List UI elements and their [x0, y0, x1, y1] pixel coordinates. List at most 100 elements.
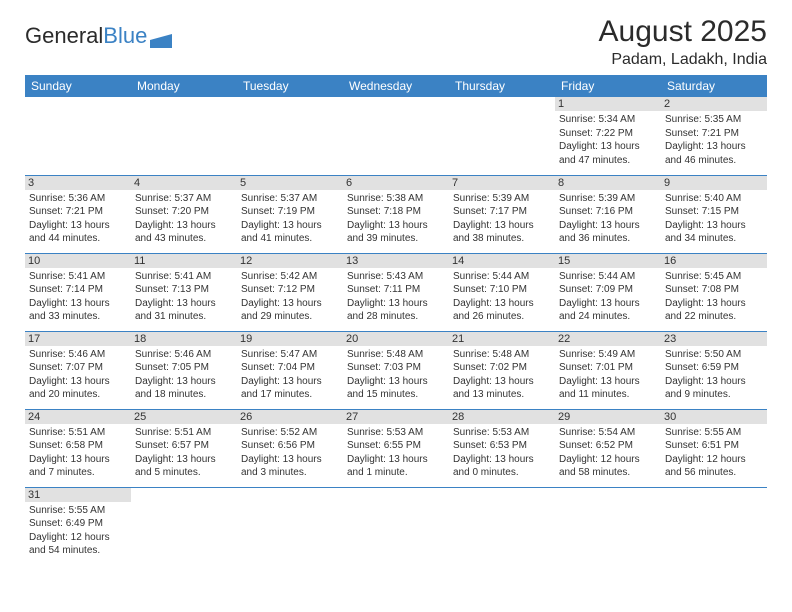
calendar-cell: [449, 487, 555, 565]
calendar-cell: 26 Sunrise: 5:52 AMSunset: 6:56 PMDayligh…: [237, 409, 343, 487]
day-number: 12: [237, 254, 343, 268]
day-number: 16: [661, 254, 767, 268]
calendar-cell: 20 Sunrise: 5:48 AMSunset: 7:03 PMDayligh…: [343, 331, 449, 409]
calendar-cell: [131, 487, 237, 565]
calendar-cell: 27 Sunrise: 5:53 AMSunset: 6:55 PMDayligh…: [343, 409, 449, 487]
day-number: 28: [449, 410, 555, 424]
day-info: Sunrise: 5:53 AMSunset: 6:53 PMDaylight:…: [453, 426, 551, 480]
calendar-row: 31 Sunrise: 5:55 AMSunset: 6:49 PMDayligh…: [25, 487, 767, 565]
day-number: 8: [555, 176, 661, 190]
day-info: Sunrise: 5:46 AMSunset: 7:05 PMDaylight:…: [135, 348, 233, 402]
day-number: 20: [343, 332, 449, 346]
day-number: 10: [25, 254, 131, 268]
day-number: 5: [237, 176, 343, 190]
calendar-cell: 17 Sunrise: 5:46 AMSunset: 7:07 PMDayligh…: [25, 331, 131, 409]
logo-flag-icon: [150, 28, 172, 42]
day-number: 22: [555, 332, 661, 346]
calendar-cell: 4 Sunrise: 5:37 AMSunset: 7:20 PMDaylight…: [131, 175, 237, 253]
calendar-cell: [555, 487, 661, 565]
month-title: August 2025: [599, 15, 767, 49]
day-info: Sunrise: 5:50 AMSunset: 6:59 PMDaylight:…: [665, 348, 763, 402]
weekday-header: Wednesday: [343, 75, 449, 97]
calendar-row: 1Sunrise: 5:34 AMSunset: 7:22 PMDaylight…: [25, 97, 767, 175]
day-number: 2: [661, 97, 767, 111]
calendar-cell: 12 Sunrise: 5:42 AMSunset: 7:12 PMDayligh…: [237, 253, 343, 331]
day-info: Sunrise: 5:35 AMSunset: 7:21 PMDaylight:…: [665, 113, 763, 167]
calendar-cell: 2 Sunrise: 5:35 AMSunset: 7:21 PMDaylight…: [661, 97, 767, 175]
day-number: 13: [343, 254, 449, 268]
page-header: GeneralBlue August 2025 Padam, Ladakh, I…: [25, 15, 767, 69]
calendar-cell: 9Sunrise: 5:40 AMSunset: 7:15 PMDaylight…: [661, 175, 767, 253]
calendar-cell: 8Sunrise: 5:39 AMSunset: 7:16 PMDaylight…: [555, 175, 661, 253]
day-info: Sunrise: 5:53 AMSunset: 6:55 PMDaylight:…: [347, 426, 445, 480]
calendar-cell: 16 Sunrise: 5:45 AMSunset: 7:08 PMDayligh…: [661, 253, 767, 331]
day-number: 18: [131, 332, 237, 346]
day-info: Sunrise: 5:43 AMSunset: 7:11 PMDaylight:…: [347, 270, 445, 324]
day-info: Sunrise: 5:41 AMSunset: 7:13 PMDaylight:…: [135, 270, 233, 324]
day-number: 24: [25, 410, 131, 424]
weekday-header: Monday: [131, 75, 237, 97]
day-info: Sunrise: 5:52 AMSunset: 6:56 PMDaylight:…: [241, 426, 339, 480]
calendar-cell: 6Sunrise: 5:38 AMSunset: 7:18 PMDaylight…: [343, 175, 449, 253]
day-number: 29: [555, 410, 661, 424]
day-info: Sunrise: 5:55 AMSunset: 6:49 PMDaylight:…: [29, 504, 127, 558]
logo-text-2: Blue: [103, 23, 147, 49]
calendar-cell: 5 Sunrise: 5:37 AMSunset: 7:19 PMDaylight…: [237, 175, 343, 253]
day-info: Sunrise: 5:42 AMSunset: 7:12 PMDaylight:…: [241, 270, 339, 324]
title-block: August 2025 Padam, Ladakh, India: [599, 15, 767, 69]
day-number: 27: [343, 410, 449, 424]
day-info: Sunrise: 5:48 AMSunset: 7:03 PMDaylight:…: [347, 348, 445, 402]
calendar-cell: 10 Sunrise: 5:41 AMSunset: 7:14 PMDayligh…: [25, 253, 131, 331]
day-info: Sunrise: 5:39 AMSunset: 7:17 PMDaylight:…: [453, 192, 551, 246]
logo: GeneralBlue: [25, 23, 172, 49]
day-number: 23: [661, 332, 767, 346]
day-number: 19: [237, 332, 343, 346]
day-info: Sunrise: 5:37 AMSunset: 7:19 PMDaylight:…: [241, 192, 339, 246]
calendar-cell: 28 Sunrise: 5:53 AMSunset: 6:53 PMDayligh…: [449, 409, 555, 487]
day-number: 3: [25, 176, 131, 190]
calendar-cell: [343, 487, 449, 565]
day-info: Sunrise: 5:41 AMSunset: 7:14 PMDaylight:…: [29, 270, 127, 324]
calendar-cell: 11 Sunrise: 5:41 AMSunset: 7:13 PMDayligh…: [131, 253, 237, 331]
day-number: 14: [449, 254, 555, 268]
weekday-header: Tuesday: [237, 75, 343, 97]
calendar-cell: [661, 487, 767, 565]
calendar-cell: 15Sunrise: 5:44 AMSunset: 7:09 PMDayligh…: [555, 253, 661, 331]
day-info: Sunrise: 5:36 AMSunset: 7:21 PMDaylight:…: [29, 192, 127, 246]
logo-text-1: General: [25, 23, 103, 49]
calendar-row: 3 Sunrise: 5:36 AMSunset: 7:21 PMDaylight…: [25, 175, 767, 253]
calendar-cell: [131, 97, 237, 175]
day-info: Sunrise: 5:38 AMSunset: 7:18 PMDaylight:…: [347, 192, 445, 246]
calendar-table: SundayMondayTuesdayWednesdayThursdayFrid…: [25, 75, 767, 565]
day-info: Sunrise: 5:51 AMSunset: 6:57 PMDaylight:…: [135, 426, 233, 480]
day-number: 30: [661, 410, 767, 424]
calendar-cell: [237, 97, 343, 175]
day-number: 26: [237, 410, 343, 424]
calendar-cell: 3 Sunrise: 5:36 AMSunset: 7:21 PMDaylight…: [25, 175, 131, 253]
calendar-cell: 14Sunrise: 5:44 AMSunset: 7:10 PMDayligh…: [449, 253, 555, 331]
day-number: 31: [25, 488, 131, 502]
day-info: Sunrise: 5:55 AMSunset: 6:51 PMDaylight:…: [665, 426, 763, 480]
weekday-header: Friday: [555, 75, 661, 97]
day-number: 21: [449, 332, 555, 346]
calendar-cell: 18 Sunrise: 5:46 AMSunset: 7:05 PMDayligh…: [131, 331, 237, 409]
day-info: Sunrise: 5:37 AMSunset: 7:20 PMDaylight:…: [135, 192, 233, 246]
day-info: Sunrise: 5:47 AMSunset: 7:04 PMDaylight:…: [241, 348, 339, 402]
calendar-row: 10 Sunrise: 5:41 AMSunset: 7:14 PMDayligh…: [25, 253, 767, 331]
day-info: Sunrise: 5:45 AMSunset: 7:08 PMDaylight:…: [665, 270, 763, 324]
calendar-row: 24Sunrise: 5:51 AMSunset: 6:58 PMDayligh…: [25, 409, 767, 487]
day-number: 4: [131, 176, 237, 190]
day-number: 7: [449, 176, 555, 190]
calendar-cell: 25Sunrise: 5:51 AMSunset: 6:57 PMDayligh…: [131, 409, 237, 487]
calendar-page: GeneralBlue August 2025 Padam, Ladakh, I…: [0, 0, 792, 580]
day-info: Sunrise: 5:48 AMSunset: 7:02 PMDaylight:…: [453, 348, 551, 402]
day-info: Sunrise: 5:54 AMSunset: 6:52 PMDaylight:…: [559, 426, 657, 480]
day-info: Sunrise: 5:40 AMSunset: 7:15 PMDaylight:…: [665, 192, 763, 246]
day-info: Sunrise: 5:46 AMSunset: 7:07 PMDaylight:…: [29, 348, 127, 402]
calendar-header-row: SundayMondayTuesdayWednesdayThursdayFrid…: [25, 75, 767, 97]
weekday-header: Saturday: [661, 75, 767, 97]
weekday-header: Sunday: [25, 75, 131, 97]
day-number: 17: [25, 332, 131, 346]
day-number: 11: [131, 254, 237, 268]
calendar-cell: [25, 97, 131, 175]
